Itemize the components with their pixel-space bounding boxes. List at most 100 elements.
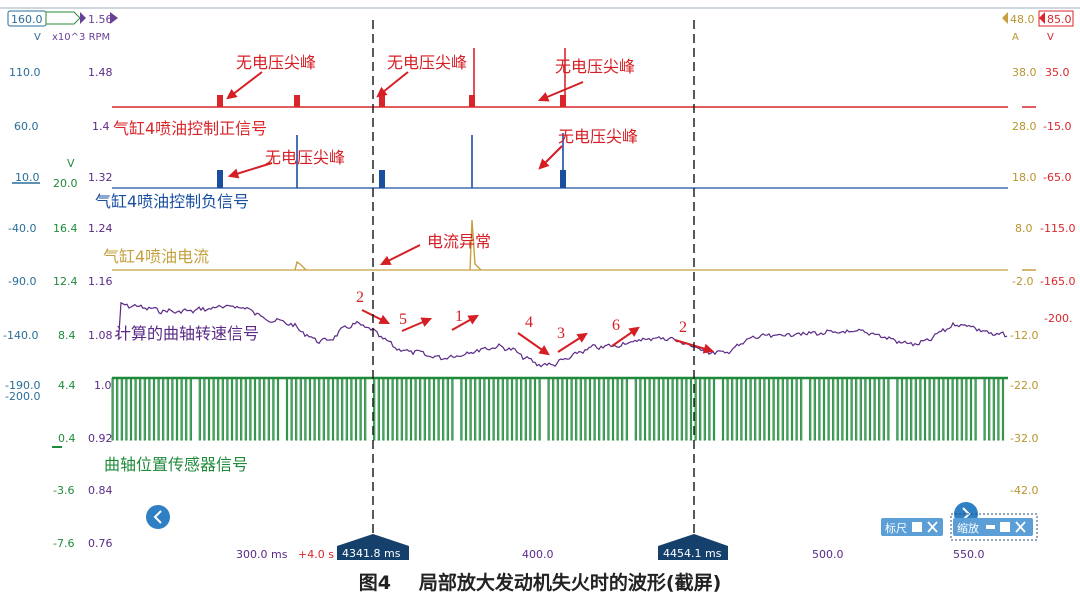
amp-tick: -42.0: [1010, 484, 1038, 497]
right-v-tick: -15.0: [1043, 120, 1071, 133]
amp-tick: 28.0: [1012, 120, 1037, 133]
green-trace-label: 曲轴位置传感器信号: [104, 455, 248, 474]
cursor-2-tag[interactable]: 4454.1 ms: [658, 534, 728, 560]
figure-title: 局部放大发动机失火时的波形(截屏): [418, 572, 722, 594]
cursor-2-value: 4454.1 ms: [663, 547, 722, 560]
amp-tick: 8.0: [1015, 222, 1033, 235]
red-pulse: [469, 95, 475, 107]
square-icon: [1000, 522, 1010, 532]
close-icon: [927, 521, 938, 533]
arrow-head: [378, 314, 391, 325]
blue-pulse: [379, 170, 385, 188]
unit-a: A: [1012, 32, 1019, 43]
ruler-label: 标尺: [885, 521, 907, 535]
left-voltage-axis: 110.0 60.0 10.0 -40.0 -90.0 -140.0 -190.…: [3, 66, 41, 403]
scroll-left-button[interactable]: [146, 505, 170, 529]
waveform-traces: [111, 48, 1008, 441]
blue-v-tick: 12.4: [53, 275, 78, 288]
figure-number: 图4: [358, 572, 391, 594]
arrow-head: [538, 158, 550, 170]
unit-rpm: x10^3 RPM: [52, 32, 110, 43]
rpm-tick: 1.4: [92, 120, 110, 133]
annotation-label: 无电压尖峰: [265, 148, 345, 167]
annotation-label: 无电压尖峰: [236, 53, 316, 72]
red-pulse: [379, 95, 385, 107]
gold-pulse: [294, 260, 307, 271]
right-v-tick: -165.0: [1040, 275, 1075, 288]
sequence-label: 4: [525, 314, 533, 331]
right-v-tick: -65.0: [1043, 171, 1071, 184]
annotations: 无电压尖峰 无电压尖峰 无电压尖峰 无电压尖峰 无电压尖峰 电流异常: [236, 53, 638, 251]
annotation-label: 无电压尖峰: [387, 53, 467, 72]
v-tick: -200.0: [5, 390, 40, 403]
rpm-scale-top-label: 1.56: [88, 13, 113, 26]
annotation-arrows: [226, 71, 715, 356]
v-tick: -3.6: [53, 484, 74, 497]
right-v-top-label: 85.0: [1047, 13, 1072, 26]
red-pulse: [217, 95, 223, 107]
time-axis: 300.0 ms +4.0 s 400.0 500.0 550.0: [236, 548, 985, 560]
red-pulse: [560, 95, 566, 107]
v-scale-top-label: 160.0: [11, 13, 43, 26]
rpm-tick: 1.32: [88, 171, 113, 184]
blue-v-tick: 4.4: [58, 379, 76, 392]
blue-voltage-axis: V 20.0 16.4 12.4 8.4 4.4 0.4 -3.6 -7.6: [53, 157, 78, 550]
time-tick: 400.0: [522, 548, 554, 560]
sequence-label: 2: [356, 289, 364, 306]
arrow-head: [376, 86, 388, 98]
blue-v-tick: 16.4: [53, 222, 78, 235]
rpm-tick: 1.48: [88, 66, 113, 79]
rpm-tick: 1.16: [88, 275, 113, 288]
sequence-label: 6: [612, 317, 620, 334]
v-tick: -140.0: [3, 329, 38, 342]
amp-tick: -32.0: [1010, 432, 1038, 445]
close-icon: [1015, 521, 1026, 533]
v-tick: -90.0: [8, 275, 36, 288]
zoom-label: 缩放: [957, 521, 979, 535]
cursor-1-value: 4341.8 ms: [342, 547, 401, 560]
arrow-head: [537, 92, 550, 102]
amp-tick: -12.0: [1010, 329, 1038, 342]
rpm-tick: 1.24: [88, 222, 113, 235]
v-tick: 110.0: [9, 66, 41, 79]
rpm-axis: 1.48 1.4 1.32 1.24 1.16 1.08 1.0 0.92 0.…: [88, 66, 113, 550]
v-tick: -190.0: [5, 379, 40, 392]
rpm-tick: 1.08: [88, 329, 113, 342]
sequence-label: 2: [679, 319, 687, 336]
rpm-tick: 0.92: [88, 432, 113, 445]
unit-v-right: V: [1047, 32, 1054, 43]
amp-scale-top-label: 48.0: [1010, 13, 1035, 26]
square-icon: [912, 522, 922, 532]
annotation-label: 无电压尖峰: [555, 57, 635, 76]
arrow-head: [538, 345, 550, 356]
zoom-button[interactable]: 缩放: [950, 513, 1038, 541]
gold-pulse: [469, 219, 482, 271]
top-scale-tabs[interactable]: 160.0 1.56 48.0 85.0: [7, 10, 1074, 27]
blue-trace-label: 气缸4喷油控制负信号: [95, 192, 249, 211]
blue-v-unit: V: [67, 157, 75, 170]
amp-axis: 38.0 28.0 18.0 8.0 -2.0 -12.0 -22.0 -32.…: [1010, 66, 1038, 497]
ruler-button[interactable]: 标尺: [881, 518, 943, 536]
red-pulse: [294, 95, 300, 107]
amp-tick: -22.0: [1010, 379, 1038, 392]
right-v-tick: 35.0: [1045, 66, 1070, 79]
minus-icon: [986, 525, 995, 529]
arrow-head: [226, 89, 238, 100]
arrow-head: [628, 326, 640, 337]
amp-tick: 18.0: [1012, 171, 1037, 184]
right-v-tick: -115.0: [1040, 222, 1075, 235]
v-tick: 10.0: [15, 171, 40, 184]
blue-v-tick: 20.0: [53, 177, 78, 190]
right-voltage-axis: 35.0 -15.0 -65.0 -115.0 -165.0 -200.: [1040, 66, 1075, 325]
arrow-head: [379, 255, 392, 266]
firing-order-labels: 2 5 1 4 3 6 2: [356, 289, 687, 342]
cursor-1-tag[interactable]: 4341.8 ms: [337, 534, 409, 560]
green-zero-tick: 0.4: [58, 432, 76, 445]
amp-tick: 38.0: [1012, 66, 1037, 79]
chevron-left-icon: [153, 510, 162, 524]
amp-tick: -2.0: [1012, 275, 1033, 288]
time-tick: 300.0 ms: [236, 548, 288, 560]
arrow-head: [702, 343, 715, 354]
sequence-label: 1: [455, 308, 463, 325]
rpm-waveform: [114, 301, 1008, 368]
